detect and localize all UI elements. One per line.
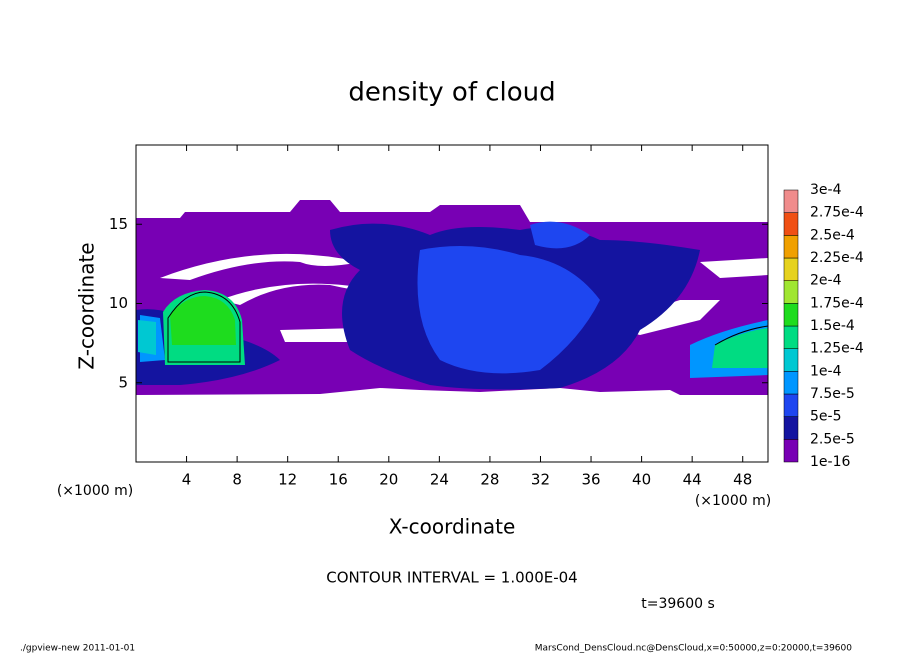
y-tick-label: 5: [118, 373, 128, 391]
x-tick-label: 48: [733, 471, 752, 489]
colorbar-segment: [783, 189, 799, 213]
colorbar-segment: [783, 303, 799, 327]
colorbar-label: 2e-4: [810, 273, 842, 289]
footer-left: ./gpview-new 2011-01-01: [20, 644, 135, 654]
colorbar-segment: [783, 212, 799, 236]
colorbar-label: 1e-4: [810, 363, 842, 379]
x-tick-label: 36: [581, 471, 600, 489]
x-unit-label: (×1000 m): [695, 493, 771, 509]
cloud-region: [712, 328, 768, 368]
clear-gap: [160, 253, 360, 280]
colorbar-label: 3e-4: [810, 182, 842, 198]
x-tick-label: 12: [278, 471, 297, 489]
colorbar-segment: [783, 280, 799, 304]
y-tick-label: 10: [109, 294, 128, 312]
colorbar-segment: [783, 257, 799, 281]
field: [136, 200, 769, 395]
colorbar-label: 2.5e-5: [810, 431, 855, 447]
x-tick-label: 8: [232, 471, 242, 489]
y-axis-label: Z-coordinate: [75, 242, 99, 369]
colorbar-label: 2.25e-4: [810, 250, 864, 266]
colorbar-label: 2.5e-4: [810, 227, 855, 243]
colorbar-segment: [783, 416, 799, 440]
time-label: t=39600 s: [641, 596, 715, 612]
footer-right: MarsCond_DensCloud.nc@DensCloud,x=0:5000…: [535, 644, 852, 654]
x-tick-label: 20: [379, 471, 398, 489]
colorbar-segment: [783, 235, 799, 259]
cloud-region: [417, 246, 600, 374]
x-tick-label: 24: [430, 471, 449, 489]
cloud-region: [530, 221, 590, 249]
colorbar-label: 1.75e-4: [810, 295, 864, 311]
cloud-region: [138, 320, 156, 355]
colorbar-segment: [783, 348, 799, 372]
colorbar-segment: [783, 325, 799, 349]
colorbar-label: 1.5e-4: [810, 318, 855, 334]
contour-interval: CONTOUR INTERVAL = 1.000E-04: [326, 569, 577, 587]
x-tick-label: 44: [683, 471, 702, 489]
x-tick-label: 32: [531, 471, 550, 489]
clear-gap: [280, 328, 360, 342]
x-tick-label: 16: [329, 471, 348, 489]
colorbar-label: 1.25e-4: [810, 341, 864, 357]
colorbar-label: 1e-16: [810, 454, 850, 470]
colorbar-label: 7.5e-5: [810, 386, 855, 402]
colorbar-label: 5e-5: [810, 409, 841, 425]
x-tick-label: 28: [480, 471, 499, 489]
x-tick-label: 40: [632, 471, 651, 489]
chart-title: density of cloud: [348, 78, 555, 108]
colorbar-segment: [783, 439, 799, 463]
y-tick-label: 15: [109, 215, 128, 233]
clear-gap: [700, 258, 768, 278]
x-axis-label: X-coordinate: [389, 515, 516, 539]
contour-line: [167, 291, 769, 363]
colorbar-label: 2.75e-4: [810, 205, 864, 221]
colorbar-segment: [783, 393, 799, 417]
x-unit-label: (×1000 m): [57, 483, 133, 499]
colorbar-segment: [783, 371, 799, 395]
cloud-region: [170, 296, 236, 345]
x-tick-label: 4: [182, 471, 192, 489]
